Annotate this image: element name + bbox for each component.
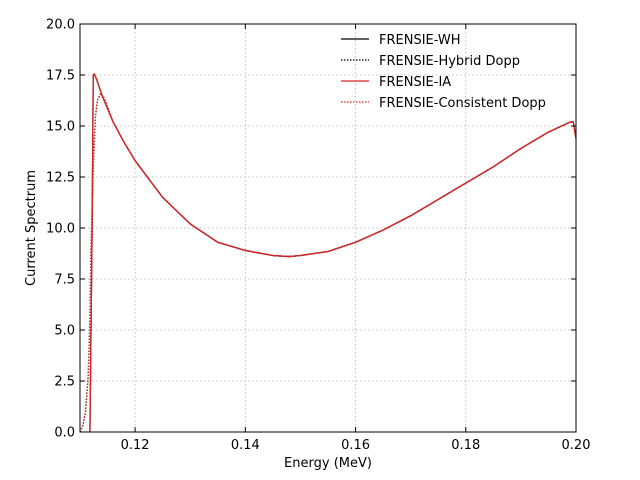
- y-tick-labels: 0.0 2.5 5.0 7.5 10.0 12.5 15.0 17.5 20.0: [46, 18, 75, 441]
- x-tick-label: 0.20: [562, 438, 591, 453]
- y-tick-label: 15.0: [46, 120, 75, 135]
- y-tick-label: 10.0: [46, 222, 75, 237]
- series-layer: [79, 73, 577, 433]
- y-tick-label: 2.5: [54, 375, 75, 390]
- x-tick-label: 0.18: [451, 438, 480, 453]
- legend-label-4: FRENSIE-Consistent Dopp: [379, 96, 546, 111]
- y-tick-label: 0.0: [54, 426, 75, 441]
- legend: FRENSIE-WH FRENSIE-Hybrid Dopp FRENSIE-IA F…: [341, 33, 546, 111]
- x-tick-label: 0.12: [121, 438, 150, 453]
- series-line-3: [89, 73, 577, 433]
- y-tick-label: 5.0: [54, 324, 75, 339]
- x-axis-label: Energy (MeV): [284, 456, 372, 471]
- y-tick-label: 7.5: [54, 273, 75, 288]
- x-tick-label: 0.16: [341, 438, 370, 453]
- legend-label-3: FRENSIE-IA: [379, 75, 451, 90]
- y-axis-label: Current Spectrum: [24, 170, 39, 286]
- axis-ticks: [80, 23, 577, 433]
- legend-label-1: FRENSIE-WH: [379, 33, 461, 48]
- y-tick-label: 20.0: [46, 18, 75, 33]
- series-line-1: [89, 73, 577, 433]
- y-tick-label: 17.5: [46, 69, 75, 84]
- x-tick-labels: 0.12 0.14 0.16 0.18 0.20: [121, 438, 591, 453]
- y-tick-label: 12.5: [46, 171, 75, 186]
- grid: [80, 23, 577, 433]
- legend-label-2: FRENSIE-Hybrid Dopp: [379, 54, 520, 69]
- x-tick-label: 0.14: [231, 438, 260, 453]
